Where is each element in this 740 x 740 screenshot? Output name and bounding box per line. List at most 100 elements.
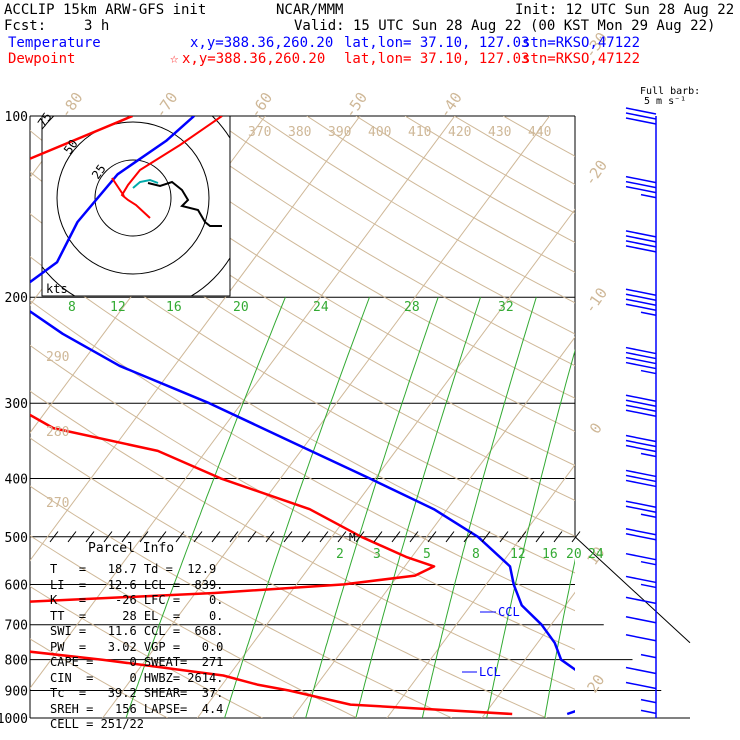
- isobar-grid: [29, 115, 691, 719]
- temperature-stn: stn=RKSO,47122: [522, 35, 641, 51]
- mixing-label-upper: 20: [233, 300, 249, 315]
- wind-barb: [625, 434, 657, 458]
- barb-flag: [625, 474, 657, 483]
- dry-adiabat: [30, 585, 263, 718]
- pressure-label-500: 500: [5, 531, 28, 546]
- dry-adiabat: [355, 116, 575, 243]
- mixing-ratio-line: [224, 297, 370, 718]
- theta-label: 430: [488, 125, 511, 140]
- barb-flag: [625, 293, 657, 301]
- wind-barb: [625, 596, 657, 605]
- barb-flag: [625, 298, 657, 306]
- barb-half: [640, 513, 657, 518]
- pressure-label-300: 300: [5, 397, 28, 412]
- barb-flag: [625, 681, 657, 690]
- isotherm-label: 0: [586, 419, 606, 437]
- barb-flag: [625, 288, 657, 296]
- mixing-label-lower: 12: [510, 547, 526, 562]
- hodograph-trace: [147, 180, 222, 227]
- barb-half: [640, 369, 657, 375]
- barb-flag: [625, 528, 657, 536]
- temperature-xy: x,y=388.36,260.20: [190, 35, 334, 51]
- freezing-hatch: [49, 531, 581, 543]
- dry-adiabat: [30, 535, 358, 718]
- dry-adiabat: [30, 437, 547, 718]
- mixing-label-lower: 20: [566, 547, 582, 562]
- barb-flag: [625, 596, 657, 605]
- mixing-ratio-line: [695, 297, 740, 718]
- dry-adiabats: [30, 116, 575, 718]
- dry-adiabat: [30, 171, 575, 501]
- theta-label: 380: [288, 125, 311, 140]
- wind-barb: [625, 500, 657, 518]
- wind-barb: [625, 107, 657, 125]
- isotherm-label: -40: [436, 89, 466, 122]
- right-border-lower: [574, 536, 691, 644]
- mixing-label-lower: 8: [472, 547, 480, 562]
- mixing-label-lower: 24: [588, 547, 604, 562]
- wind-barb: [625, 288, 657, 316]
- isotherm-label: 20: [583, 671, 608, 696]
- isotherm-label: -10: [581, 284, 611, 317]
- barb-flag: [625, 107, 657, 115]
- sounding-series: [30, 116, 575, 716]
- wind-barb: [625, 575, 657, 589]
- dry-adiabat: [30, 638, 168, 718]
- barb-flag: [625, 439, 657, 448]
- hodograph-trace-low: [132, 178, 159, 189]
- wind-barb: [625, 469, 657, 488]
- barb-flag: [625, 303, 657, 311]
- barb-flag: [625, 245, 657, 253]
- dry-adiabat: [208, 116, 575, 335]
- isotherm: [577, 116, 740, 718]
- wind-barb: [625, 552, 657, 566]
- barb-flag: [625, 634, 657, 642]
- wind-barb: [625, 394, 657, 417]
- theta-label: 370: [248, 125, 271, 140]
- parcel-row: K = -26 LFC = 0.: [50, 593, 224, 607]
- barb-flag: [625, 112, 657, 120]
- dry-adiabat: [110, 116, 575, 399]
- theta-label: 400: [368, 125, 391, 140]
- barb-flag: [625, 346, 657, 355]
- barb-flag: [625, 117, 657, 125]
- pressure-label-400: 400: [5, 472, 28, 487]
- dry-adiabat: [453, 116, 575, 186]
- mixing-ratio-line: [650, 297, 726, 718]
- barb-half: [640, 560, 657, 566]
- parcel-row: LI = 12.6 LCL = 839.: [50, 577, 224, 592]
- wind-barb: [625, 666, 657, 675]
- isotherm-label: -20: [581, 157, 611, 190]
- barb-flag: [625, 394, 657, 402]
- barb-half: [640, 193, 657, 199]
- mark-label: M: [349, 531, 356, 544]
- hodograph-ring-label: 25: [89, 162, 109, 182]
- fcst-value: 3 h: [84, 18, 110, 34]
- dry-adiabat: [404, 116, 575, 214]
- init-time: Init: 12 UTC Sun 28 Aug 22: [515, 2, 735, 18]
- pressure-label-100: 100: [5, 110, 28, 125]
- dry-adiabat: [503, 116, 575, 157]
- pressure-label-700: 700: [5, 619, 28, 634]
- isotherm: [481, 591, 575, 718]
- hodograph-ring-label: 75: [35, 110, 55, 130]
- wind-barb: [625, 230, 657, 253]
- mixing-label-upper: 32: [498, 300, 514, 315]
- mixing-label-upper: 12: [110, 300, 126, 315]
- isotherm-label: -60: [246, 89, 276, 122]
- dewpoint-line: [30, 116, 513, 716]
- mixing-ratio-line: [674, 297, 740, 718]
- mixing-ratio-line: [355, 297, 481, 718]
- barb-flag: [625, 230, 657, 238]
- barb-half: [640, 709, 657, 715]
- mixing-label-lower: 16: [542, 547, 558, 562]
- barb-half: [640, 583, 657, 589]
- dry-adiabat: [30, 390, 575, 690]
- barb-note-1: Full barb:: [640, 86, 701, 97]
- dewpoint-hodo-tick: [111, 177, 125, 197]
- pressure-label-800: 800: [5, 654, 28, 669]
- fcst-label: Fcst:: [4, 18, 47, 34]
- isotherm: [196, 208, 575, 718]
- star-icon: ☆: [170, 51, 179, 67]
- parcel-row: T = 18.7 Td = 12.9: [50, 562, 217, 576]
